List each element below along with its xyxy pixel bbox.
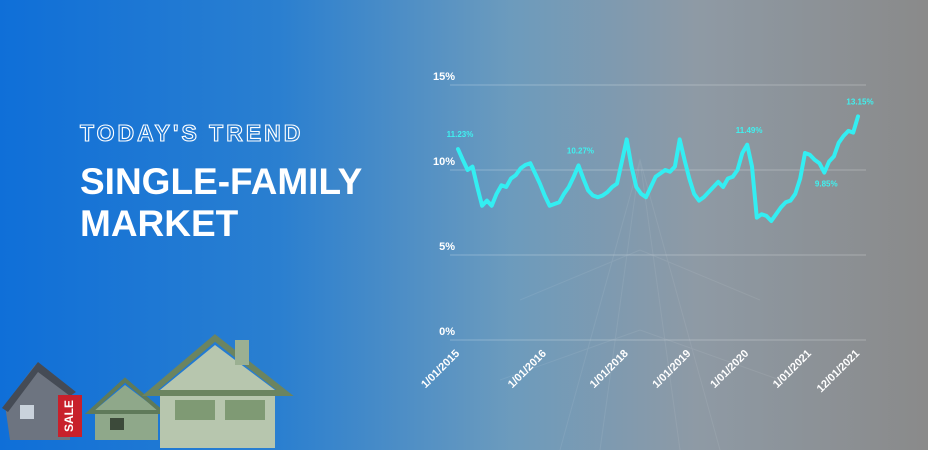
y-tick-label: 15%	[433, 71, 455, 83]
data-label: 13.15%	[846, 98, 873, 107]
x-tick-label: 12/01/2021	[815, 348, 862, 395]
data-label: 9.85%	[815, 180, 838, 189]
x-tick-label: 1/01/2015	[419, 348, 462, 391]
x-tick-label: 1/01/2019	[650, 348, 693, 391]
data-label: 11.49%	[736, 126, 763, 135]
line	[456, 114, 860, 223]
y-tick-label: 5%	[439, 241, 455, 253]
data-label: 10.27%	[567, 147, 594, 156]
houses-illustration: SALE	[2, 334, 294, 448]
building-lines	[499, 158, 781, 450]
x-tick-label: 1/01/2016	[506, 348, 549, 391]
data-label: 11.23%	[447, 130, 474, 139]
title-line: MARKET	[80, 203, 239, 244]
x-tick-label: 1/01/2020	[708, 348, 751, 391]
svg-text:SALE: SALE	[62, 400, 76, 432]
title-line: SINGLE-FAMILY	[80, 161, 363, 202]
x-tick-label: 1/01/2021	[771, 348, 814, 391]
y-tick-label: 10%	[433, 156, 455, 168]
y-tick-label: 0%	[439, 326, 455, 338]
subtitle: TODAY'S TREND	[80, 120, 303, 146]
